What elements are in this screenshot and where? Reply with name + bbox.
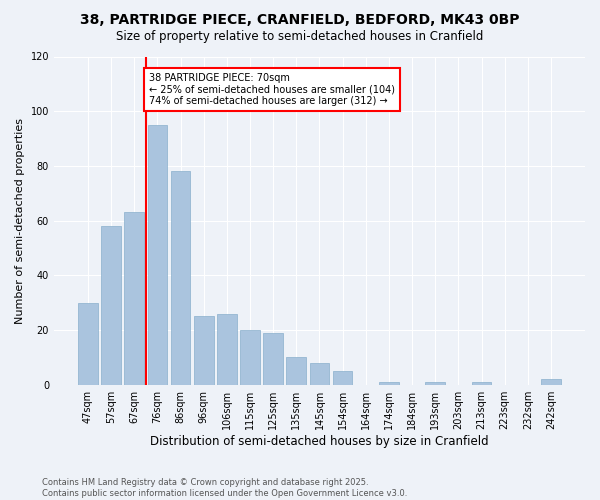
Bar [194,316,214,384]
Bar [379,382,399,384]
Bar [286,358,306,384]
Bar [310,363,329,384]
Text: 38 PARTRIDGE PIECE: 70sqm
← 25% of semi-detached houses are smaller (104)
74% of: 38 PARTRIDGE PIECE: 70sqm ← 25% of semi-… [149,73,395,106]
Bar [124,212,144,384]
Bar [170,172,190,384]
Text: 38, PARTRIDGE PIECE, CRANFIELD, BEDFORD, MK43 0BP: 38, PARTRIDGE PIECE, CRANFIELD, BEDFORD,… [80,12,520,26]
Bar [425,382,445,384]
Bar [263,332,283,384]
Bar [541,379,561,384]
Bar [240,330,260,384]
Bar [333,371,352,384]
X-axis label: Distribution of semi-detached houses by size in Cranfield: Distribution of semi-detached houses by … [150,434,489,448]
Bar [78,302,98,384]
Bar [472,382,491,384]
Y-axis label: Number of semi-detached properties: Number of semi-detached properties [15,118,25,324]
Text: Contains HM Land Registry data © Crown copyright and database right 2025.
Contai: Contains HM Land Registry data © Crown c… [42,478,407,498]
Bar [148,125,167,384]
Bar [217,314,236,384]
Bar [101,226,121,384]
Text: Size of property relative to semi-detached houses in Cranfield: Size of property relative to semi-detach… [116,30,484,43]
